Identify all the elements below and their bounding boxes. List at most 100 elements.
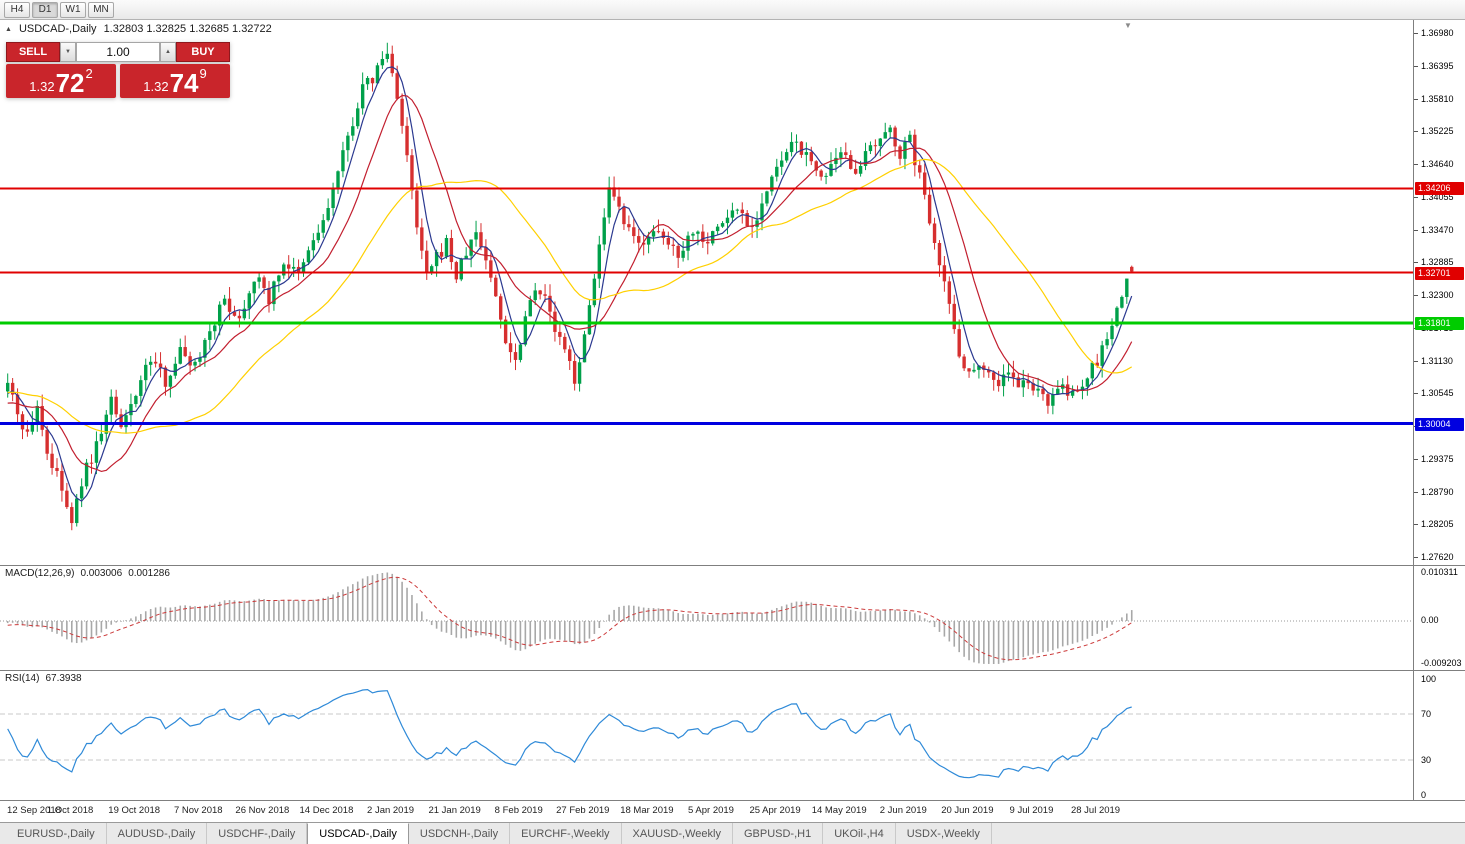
- main-chart-panel: ▲ USDCAD-,Daily 1.32803 1.32825 1.32685 …: [0, 20, 1465, 565]
- price-tickmark: [1414, 164, 1418, 165]
- price-tickmark: [1414, 458, 1418, 460]
- price-axis[interactable]: 1.36980 1.36395 1.35810 1.35225 1.34640 1.340…: [1414, 20, 1465, 565]
- timeframe-button-d1[interactable]: D1: [32, 1, 58, 18]
- price-tickmark: [1414, 295, 1418, 296]
- buy-button[interactable]: BUY: [176, 42, 230, 62]
- rsi-axis-label: 0: [1421, 790, 1427, 800]
- sell-price-button[interactable]: 1.32 72 2: [6, 64, 116, 98]
- chart-shift-marker-icon[interactable]: ▼: [1124, 21, 1132, 30]
- axis-separator: [1413, 20, 1414, 800]
- horizontal-level-lines[interactable]: [0, 187, 1413, 426]
- sell-price-head: 1.32: [29, 78, 55, 94]
- price-tag-1.30004[interactable]: 1.30004: [1415, 417, 1464, 431]
- date-label: 28 Jul 2019: [1070, 805, 1121, 816]
- volume-decrease-button[interactable]: ▼: [60, 42, 76, 62]
- price-tick-label: 1.29375: [1421, 453, 1454, 464]
- ma-5-line: [7, 66, 1133, 502]
- rsi-chart[interactable]: [0, 671, 1413, 800]
- timeframe-button-mn[interactable]: MN: [88, 1, 114, 18]
- rsi-line: [7, 688, 1132, 779]
- rsi-axis-label: 30: [1421, 755, 1432, 766]
- date-label: 1 Oct 2018: [46, 805, 94, 816]
- price-tick-label: 1.36395: [1421, 60, 1454, 71]
- date-label: 9 Jul 2019: [1009, 805, 1054, 816]
- macd-label: MACD(12,26,9): [5, 568, 75, 579]
- tab-xauusd-weekly[interactable]: XAUUSD-,Weekly: [622, 823, 733, 844]
- price-tickmark: [1414, 196, 1418, 198]
- price-tag-1.31801[interactable]: 1.31801: [1415, 316, 1464, 330]
- macd-signal-value: 0.001286: [128, 568, 170, 579]
- sell-price-big: 72: [55, 68, 85, 99]
- price-tag-1.32701[interactable]: 1.32701: [1415, 266, 1464, 280]
- price-tick-label: 1.32300: [1421, 290, 1454, 300]
- one-click-trade-panel: SELL ▼ ▲ BUY 1.32 72 2 1.32 74 9: [6, 42, 230, 98]
- tab-usdchf-daily[interactable]: USDCHF-,Daily: [207, 823, 308, 844]
- price-tick-label: 1.35810: [1421, 93, 1454, 104]
- price-tick-label: 1.28205: [1421, 519, 1454, 530]
- chart-tabs-bar: EURUSD-,Daily AUDUSD-,Daily USDCHF-,Daily U…: [0, 822, 1465, 844]
- volume-input[interactable]: [76, 42, 160, 62]
- date-label: 18 Mar 2019: [620, 805, 674, 816]
- candlestick-chart[interactable]: [0, 20, 1413, 565]
- rsi-axis[interactable]: 100 70 30 0: [1414, 671, 1465, 800]
- timeframe-button-w1[interactable]: W1: [60, 1, 86, 18]
- rsi-label: RSI(14): [5, 673, 40, 684]
- macd-label-row: MACD(12,26,9) 0.003006 0.001286: [5, 568, 170, 579]
- macd-signal-line: [7, 576, 1132, 661]
- date-label: 2 Jun 2019: [879, 805, 927, 816]
- chart-ohlc-values: 1.32803 1.32825 1.32685 1.32722: [103, 23, 272, 35]
- trade-panel-controls: SELL ▼ ▲ BUY: [6, 42, 230, 62]
- date-label: 8 Feb 2019: [494, 805, 543, 816]
- candles-layer[interactable]: [6, 42, 1134, 531]
- date-label: 5 Apr 2019: [688, 805, 734, 816]
- macd-axis-label: -0.009203: [1421, 658, 1462, 668]
- price-tick-label: 1.34640: [1421, 159, 1454, 169]
- tab-audusd-daily[interactable]: AUDUSD-,Daily: [107, 823, 208, 844]
- ma-13-line: [7, 94, 1133, 473]
- time-axis[interactable]: 12 Sep 2018 1 Oct 2018 19 Oct 2018 7 Nov 20…: [0, 800, 1465, 822]
- macd-chart[interactable]: [0, 566, 1413, 670]
- price-tickmark: [1414, 557, 1418, 558]
- price-tag-1.34206[interactable]: 1.34206: [1415, 182, 1464, 196]
- volume-increase-button[interactable]: ▲: [160, 42, 176, 62]
- price-tick-label: 1.32885: [1421, 257, 1454, 268]
- date-label: 12 Sep 2018: [7, 805, 61, 816]
- rsi-axis-label: 100: [1421, 674, 1437, 684]
- price-tick-label: 1.36980: [1421, 28, 1454, 38]
- buy-price-button[interactable]: 1.32 74 9: [120, 64, 230, 98]
- macd-axis[interactable]: 0.010311 0.00 -0.009203: [1414, 566, 1465, 670]
- sell-button[interactable]: SELL: [6, 42, 60, 62]
- buy-price-big: 74: [169, 68, 199, 99]
- price-tick-label: 1.34055: [1421, 191, 1454, 202]
- tab-ukoil-h4[interactable]: UKOil-,H4: [823, 823, 896, 844]
- date-label: 26 Nov 2018: [235, 805, 290, 816]
- timeframe-toolbar: H4 D1 W1 MN: [0, 0, 1465, 20]
- buy-price-head: 1.32: [143, 78, 169, 94]
- date-label: 14 May 2019: [811, 805, 867, 816]
- date-label: 21 Jan 2019: [428, 805, 481, 816]
- tab-usdcad-daily[interactable]: USDCAD-,Daily: [307, 823, 409, 844]
- rsi-label-row: RSI(14) 67.3938: [5, 673, 82, 684]
- tab-gbpusd-h1[interactable]: GBPUSD-,H1: [733, 823, 824, 844]
- macd-axis-label: 0.00: [1421, 615, 1439, 625]
- moving-average-lines: [7, 66, 1133, 502]
- date-label: 27 Feb 2019: [556, 805, 610, 816]
- timeframe-button-h4[interactable]: H4: [4, 1, 30, 18]
- date-label: 2 Jan 2019: [367, 805, 415, 816]
- price-tickmark: [1414, 491, 1418, 493]
- macd-panel: MACD(12,26,9) 0.003006 0.001286 0.010311…: [0, 565, 1465, 670]
- price-tick-label: 1.33470: [1421, 224, 1454, 235]
- macd-histogram: [6, 572, 1133, 664]
- tab-usdx-weekly[interactable]: USDX-,Weekly: [896, 823, 992, 844]
- date-label: 7 Nov 2018: [173, 805, 223, 816]
- price-tickmark: [1414, 524, 1418, 526]
- macd-main-value: 0.003006: [80, 568, 123, 579]
- date-label: 14 Dec 2018: [299, 805, 354, 816]
- tab-eurusd-daily[interactable]: EURUSD-,Daily: [6, 823, 107, 844]
- tab-eurchf-weekly[interactable]: EURCHF-,Weekly: [510, 823, 622, 844]
- chart-symbol-period: USDCAD-,Daily: [18, 23, 97, 35]
- price-tickmark: [1414, 262, 1418, 264]
- tab-usdcnh-daily[interactable]: USDCNH-,Daily: [409, 823, 511, 844]
- price-tick-label: 1.27620: [1421, 552, 1454, 562]
